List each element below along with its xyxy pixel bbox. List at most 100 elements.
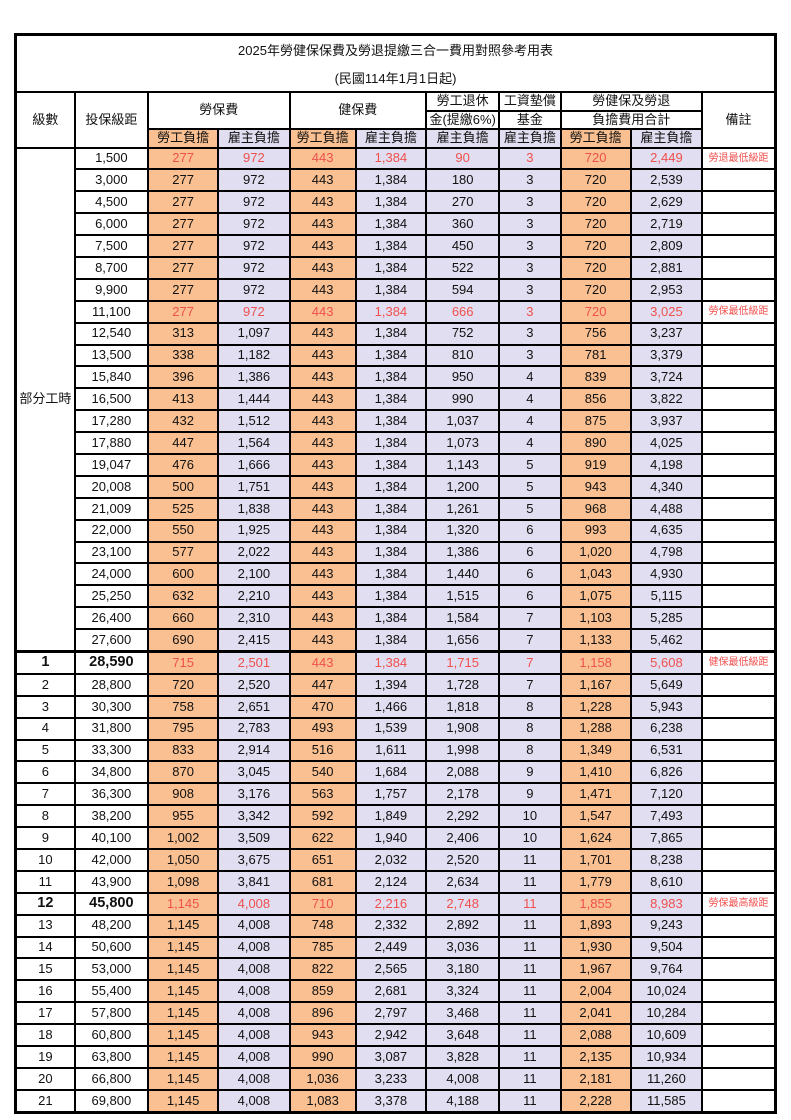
header-pension-line1: 勞工退休	[425, 91, 501, 112]
salary-bracket-cell: 43,900	[73, 869, 149, 894]
labor-ins-employer-cell: 3,176	[217, 782, 291, 807]
labor-ins-employer-cell: 2,651	[217, 694, 291, 719]
wage-fund-employer-cell: 11	[498, 957, 562, 982]
total-employer-cell: 6,531	[629, 738, 704, 763]
health-ins-employee-cell: 443	[288, 190, 357, 215]
total-employer-cell: 5,943	[629, 694, 704, 719]
salary-bracket-cell: 27,600	[73, 628, 149, 653]
labor-ins-employee-cell: 277	[146, 212, 220, 237]
total-employee-cell: 875	[559, 409, 632, 434]
remark-cell	[701, 826, 777, 850]
total-employee-cell: 720	[559, 168, 632, 193]
labor-ins-employee-cell: 413	[146, 387, 220, 412]
level-cell: 12	[14, 891, 76, 916]
pension-employer-cell: 3,180	[425, 957, 501, 982]
labor-ins-employer-cell: 3,342	[217, 804, 291, 829]
labor-ins-employee-cell: 1,145	[146, 1088, 220, 1114]
health-ins-employee-cell: 651	[288, 848, 357, 872]
title-row: 2025年勞健保保費及勞退提繳三合一費用對照參考用表	[14, 33, 777, 67]
level-cell: 1	[14, 649, 76, 675]
table-row: 18 60,800 1,145 4,008 943 2,942 3,648 11 2,088 10…	[14, 1023, 777, 1048]
table-row: 2 28,800 720 2,520 447 1,394 1,728 7 1,167 5,649	[14, 672, 777, 697]
total-employee-cell: 1,133	[559, 628, 632, 653]
table-row: 7 36,300 908 3,176 563 1,757 2,178 9 1,471 7,120	[14, 782, 777, 807]
health-ins-employer-cell: 1,384	[354, 212, 428, 237]
remark-cell	[701, 1001, 777, 1026]
table-row: 17 57,800 1,145 4,008 896 2,797 3,468 11 2,041 10…	[14, 1001, 777, 1026]
health-ins-employee-cell: 443	[288, 562, 357, 587]
pension-employer-cell: 2,292	[425, 804, 501, 829]
labor-ins-employee-cell: 1,145	[146, 1066, 220, 1091]
salary-bracket-cell: 57,800	[73, 1001, 149, 1026]
total-employee-cell: 1,930	[559, 935, 632, 960]
remark-cell	[701, 716, 777, 741]
remark-cell	[701, 212, 777, 237]
remark-cell	[701, 496, 777, 521]
total-employer-cell: 7,493	[629, 804, 704, 829]
table-row: 14 50,600 1,145 4,008 785 2,449 3,036 11 1,930 9,…	[14, 935, 777, 960]
labor-ins-employee-cell: 1,145	[146, 1023, 220, 1048]
pension-employer-cell: 1,656	[425, 628, 501, 653]
pension-employer-cell: 1,440	[425, 562, 501, 587]
remark-cell: 勞保最低級距	[701, 299, 777, 324]
labor-ins-employer-cell: 4,008	[217, 957, 291, 982]
total-employee-cell: 1,158	[559, 649, 632, 675]
table-row: 17,280 432 1,512 443 1,384 1,037 4 875 3,937	[16, 409, 777, 434]
wage-fund-employer-cell: 11	[498, 1088, 562, 1114]
table-row: 12 45,800 1,145 4,008 710 2,216 2,748 11 1,855 8,…	[14, 891, 777, 916]
labor-ins-employee-cell: 833	[146, 738, 220, 763]
wage-fund-employer-cell: 9	[498, 760, 562, 785]
table-row: 3 30,300 758 2,651 470 1,466 1,818 8 1,228 5,943	[14, 694, 777, 719]
health-ins-employee-cell: 443	[288, 343, 357, 368]
labor-ins-employee-cell: 1,145	[146, 891, 220, 916]
health-ins-employee-cell: 443	[288, 299, 357, 324]
salary-bracket-cell: 66,800	[73, 1066, 149, 1091]
total-employee-cell: 1,043	[559, 562, 632, 587]
total-employer-cell: 4,198	[629, 452, 704, 477]
health-ins-employee-cell: 493	[288, 716, 357, 741]
health-ins-employee-cell: 859	[288, 979, 357, 1004]
header-total-line1: 勞健保及勞退	[559, 91, 704, 112]
health-ins-employer-cell: 1,849	[354, 804, 428, 829]
wage-fund-employer-cell: 11	[498, 979, 562, 1004]
wage-fund-employer-cell: 4	[498, 409, 562, 434]
health-ins-employer-cell: 2,565	[354, 957, 428, 982]
wage-fund-employer-cell: 10	[498, 826, 562, 850]
remark-cell	[701, 628, 777, 653]
health-ins-employer-cell: 1,384	[354, 584, 428, 609]
total-employer-cell: 2,953	[629, 277, 704, 302]
table-row: 16 55,400 1,145 4,008 859 2,681 3,324 11 2,004 10…	[14, 979, 777, 1004]
salary-bracket-cell: 9,900	[73, 277, 149, 302]
table-row: 19 63,800 1,145 4,008 990 3,087 3,828 11 2,135 10…	[14, 1045, 777, 1069]
labor-ins-employee-cell: 432	[146, 409, 220, 434]
pension-employer-cell: 810	[425, 343, 501, 368]
total-employee-cell: 943	[559, 474, 632, 499]
salary-bracket-cell: 63,800	[73, 1045, 149, 1069]
total-employer-cell: 4,488	[629, 496, 704, 521]
table-body: 部分工時 1,500 277 972 443 1,384 90 3 720 2,449 勞退最低級距…	[14, 146, 777, 1114]
labor-ins-employer-cell: 3,675	[217, 848, 291, 872]
total-employer-cell: 10,284	[629, 1001, 704, 1026]
remark-cell	[701, 738, 777, 763]
header-salary-bracket: 投保級距	[73, 91, 149, 149]
premium-table: 2025年勞健保保費及勞退提繳三合一費用對照參考用表 (民國114年1月1日起)…	[14, 33, 777, 1114]
remark-cell	[701, 452, 777, 477]
pension-employer-cell: 522	[425, 255, 501, 280]
health-ins-employee-cell: 443	[288, 474, 357, 499]
labor-ins-employee-cell: 313	[146, 321, 220, 346]
level-cell: 2	[14, 672, 76, 697]
health-ins-employer-cell: 2,332	[354, 913, 428, 938]
pension-employer-cell: 990	[425, 387, 501, 412]
pension-employer-cell: 2,178	[425, 782, 501, 807]
total-employee-cell: 1,075	[559, 584, 632, 609]
table-row: 13,500 338 1,182 443 1,384 810 3 781 3,379	[16, 343, 777, 368]
labor-ins-employer-cell: 1,182	[217, 343, 291, 368]
remark-cell	[701, 957, 777, 982]
labor-ins-employee-cell: 690	[146, 628, 220, 653]
labor-ins-employee-cell: 870	[146, 760, 220, 785]
total-employer-cell: 5,608	[629, 649, 704, 675]
total-employer-cell: 6,826	[629, 760, 704, 785]
pension-employer-cell: 90	[425, 146, 501, 171]
table-row: 25,250 632 2,210 443 1,384 1,515 6 1,075 5,115	[16, 584, 777, 609]
total-employee-cell: 720	[559, 212, 632, 237]
